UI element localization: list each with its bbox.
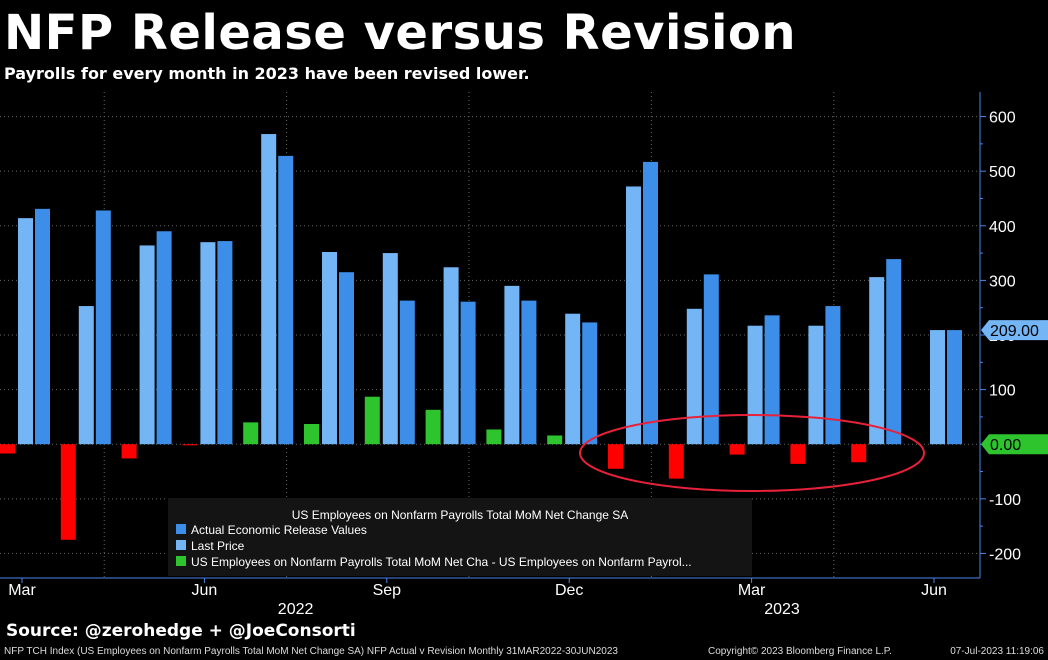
bar-actual-release [886,259,902,445]
bar-actual-release [703,274,719,445]
x-tick-label: Mar [8,582,36,599]
bar-last-price [200,242,216,445]
bar-last-price [322,251,337,445]
y-tick-label: 300 [989,273,1016,290]
bar-last-price [382,253,398,445]
bar-revision [608,444,623,469]
last-value-tag-label: 0.00 [990,437,1021,454]
legend-swatch-actual [176,524,186,534]
bar-revision [182,444,198,446]
bar-actual-release [825,306,841,445]
chart: 6005004003002001000-100-200MarJunSepDecM… [0,92,1048,618]
x-tick-label: Mar [738,582,766,599]
bar-actual-release [95,210,111,445]
bar-actual-release [521,300,537,445]
bar-revision [60,444,76,540]
footer-description: NFP TCH Index (US Employees on Nonfarm P… [4,646,618,657]
bar-actual-release [278,155,294,445]
chart-subtitle: Payrolls for every month in 2023 have be… [4,64,530,83]
x-tick-label: Dec [555,582,583,599]
bar-last-price [808,325,824,445]
bar-last-price [747,325,763,445]
bar-actual-release [582,322,598,445]
x-tick-label: Jun [192,582,218,599]
bar-revision [364,396,380,445]
bar-revision [425,409,441,445]
bar-last-price [443,267,459,445]
bar-last-price [626,186,641,445]
x-tick-label: Jun [921,582,947,599]
legend-label-actual: Actual Economic Release Values [191,523,367,537]
bar-revision [547,435,563,445]
bar-actual-release [339,272,354,445]
y-tick-label: -100 [989,492,1021,509]
bar-revision [486,429,502,445]
bar-revision [304,424,319,445]
bar-last-price [686,308,702,445]
x-tick-label: Sep [373,582,402,599]
bar-revision [668,444,684,479]
bar-last-price [869,277,885,445]
chart-title: NFP Release versus Revision [4,5,797,61]
bar-revision [851,444,867,463]
legend-swatch-revision [176,556,186,566]
y-tick-label: 400 [989,219,1016,236]
bar-last-price [18,218,33,445]
highlight-ellipse [579,414,925,492]
y-tick-label: 100 [989,383,1016,400]
footer-date: 07-Jul-2023 11:19:06 [950,646,1044,657]
bar-last-price [139,245,155,445]
bar-last-price [565,313,581,445]
legend-box [168,498,752,576]
bar-revision [243,422,259,445]
last-value-tag [981,434,1048,455]
bars [0,134,962,540]
bar-last-price [261,134,277,445]
bar-actual-release [947,330,962,445]
footer-copyright: Copyright© 2023 Bloomberg Finance L.P. [708,646,892,657]
last-value-tags: 209.00 0.00 [981,320,1048,455]
bar-actual-release [156,231,172,445]
x-year-label: 2023 [764,601,800,618]
bar-actual-release [764,315,780,445]
legend-label-last-price: Last Price [191,539,245,553]
legend: US Employees on Nonfarm Payrolls Total M… [168,498,752,576]
bar-actual-release [460,301,476,445]
footer: NFP TCH Index (US Employees on Nonfarm P… [0,644,1048,660]
bar-actual-release [35,208,50,445]
x-year-label: 2022 [278,601,314,618]
source-note: Source: @zerohedge + @JoeConsorti [6,621,356,641]
legend-swatch-last-price [176,540,186,550]
bar-actual-release [399,300,415,445]
last-value-tag [981,320,1048,341]
bar-revision [0,444,15,454]
bar-revision [790,444,806,464]
y-tick-label: 500 [989,164,1016,181]
y-tick-label: -200 [989,546,1021,563]
bar-last-price [78,306,94,445]
bar-actual-release [217,241,233,445]
bar-last-price [504,285,520,445]
legend-label-revision: US Employees on Nonfarm Payrolls Total M… [191,555,692,569]
last-value-tag-label: 209.00 [990,323,1039,340]
bar-last-price [930,330,945,445]
bar-revision [121,444,137,459]
bar-actual-release [643,161,658,445]
y-tick-label: 600 [989,110,1016,127]
bar-revision [729,444,745,455]
legend-title: US Employees on Nonfarm Payrolls Total M… [292,508,629,522]
